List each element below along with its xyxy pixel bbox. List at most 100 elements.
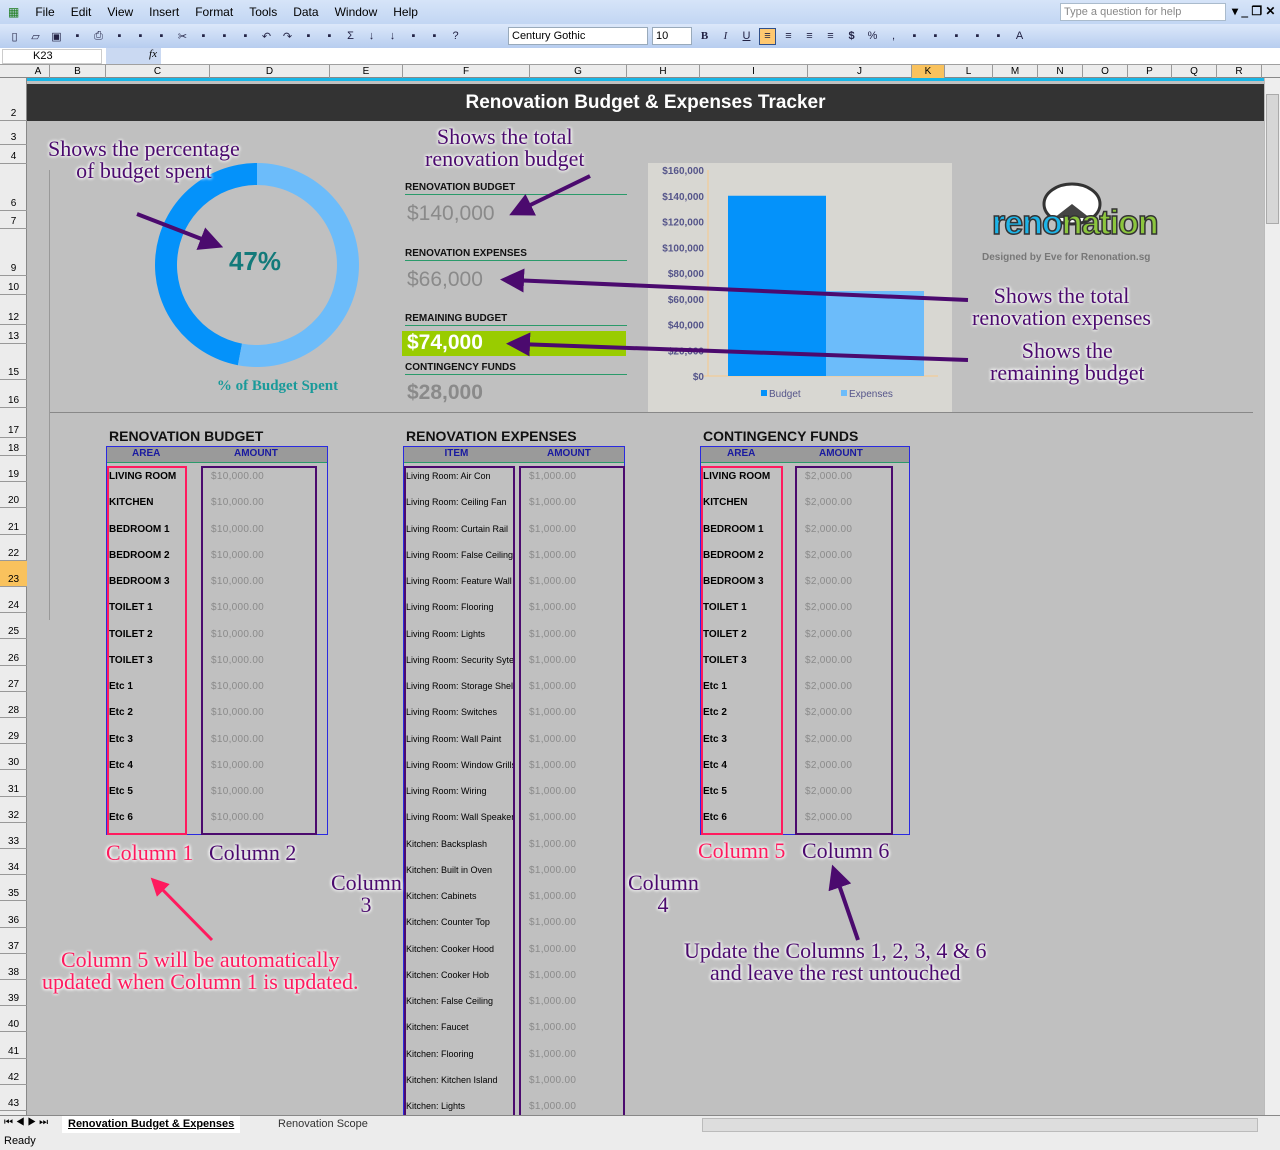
merge-center-icon[interactable]: ≡ [827,30,834,42]
expenses_table-cell-name[interactable]: Living Room: Air Con [406,471,491,481]
expenses_table-cell-amount[interactable]: $1,000.00 [529,1101,577,1112]
column-header-E[interactable]: E [330,65,403,78]
underline-button[interactable]: U [742,30,751,42]
print-icon[interactable]: ⎙ [94,29,103,42]
expenses_table-cell-amount[interactable]: $1,000.00 [529,759,577,771]
budget_table-cell-name[interactable]: BEDROOM 3 [109,576,170,587]
row-header-29[interactable]: 29 [0,718,27,745]
budget_table-cell-name[interactable]: Etc 5 [109,786,133,797]
expenses_table-cell-amount[interactable]: $1,000.00 [529,943,577,955]
budget_table-cell-name[interactable]: BEDROOM 2 [109,549,170,561]
contingency_table-cell-name[interactable]: Etc 2 [703,707,727,719]
contingency_table-cell-amount[interactable]: $2,000.00 [805,497,853,509]
column-header-K[interactable]: K [912,65,945,78]
budget_table-cell-amount[interactable]: $10,000.00 [211,733,265,745]
contingency_table-cell-amount[interactable]: $2,000.00 [805,681,853,692]
row-header-3[interactable]: 3 [0,121,27,145]
contingency_table-cell-name[interactable]: TOILET 3 [703,654,747,666]
budget_table-cell-name[interactable]: Etc 2 [109,707,133,719]
row-header-12[interactable]: 12 [0,295,27,325]
help-icon[interactable]: ? [452,30,459,42]
budget_table-cell-name[interactable]: BEDROOM 1 [109,523,170,535]
expenses_table-cell-name[interactable]: Kitchen: Cabinets [406,891,477,901]
expenses_table-cell-name[interactable]: Living Room: Lights [406,628,486,639]
expenses_table-cell-name[interactable]: Living Room: Curtain Rail [406,523,509,534]
expenses_table-cell-name[interactable]: Living Room: Wall Paint [406,733,502,744]
expenses_table-cell-name[interactable]: Living Room: Window Grills [406,759,513,770]
borders-icon[interactable]: ▪ [975,30,980,42]
expenses_table-cell-name[interactable]: Kitchen: Built in Oven [406,864,493,875]
expenses_table-cell-amount[interactable]: $1,000.00 [529,838,577,850]
budget_table-cell-name[interactable]: Etc 1 [109,681,133,692]
row-header-41[interactable]: 41 [0,1032,27,1059]
contingency_table-cell-name[interactable]: LIVING ROOM [703,471,771,482]
expenses_table-cell-name[interactable]: Living Room: False Ceiling [406,549,513,560]
budget_table-cell-amount[interactable]: $10,000.00 [211,628,265,640]
expenses_table-cell-amount[interactable]: $1,000.00 [529,917,577,929]
column-header-B[interactable]: B [50,65,106,78]
fx-icon[interactable]: fx [106,48,161,64]
row-header-28[interactable]: 28 [0,692,27,718]
menu-tools[interactable]: Tools [249,5,278,19]
row-header-22[interactable]: 22 [0,535,27,561]
budget_table-cell-name[interactable]: LIVING ROOM [109,471,177,482]
expenses_table-cell-name[interactable]: Kitchen: Lights [406,1101,466,1111]
expenses_table-cell-amount[interactable]: $1,000.00 [529,891,577,902]
menu-window[interactable]: Window [334,5,378,19]
row-header-33[interactable]: 33 [0,823,27,849]
row-header-6[interactable]: 6 [0,164,27,211]
budget_table-cell-name[interactable]: Etc 3 [109,733,133,745]
row-header-19[interactable]: 19 [0,456,27,483]
font-select[interactable]: Century Gothic [508,27,648,45]
contingency_table-cell-name[interactable]: Etc 6 [703,812,727,824]
contingency_table-cell-amount[interactable]: $2,000.00 [805,471,853,482]
expenses_table-cell-amount[interactable]: $1,000.00 [529,1022,577,1034]
contingency_table-cell-name[interactable]: TOILET 1 [703,602,747,614]
new-icon[interactable]: ▯ [11,30,18,43]
expenses_table-cell-amount[interactable]: $1,000.00 [529,549,577,561]
drawing-tools-icon[interactable]: ▪ [432,30,437,42]
expenses_table-cell-name[interactable]: Kitchen: False Ceiling [406,996,494,1006]
italic-button[interactable]: I [723,30,728,42]
column-header-P[interactable]: P [1128,65,1172,78]
column-header-A[interactable]: A [27,65,50,78]
contingency_table-cell-amount[interactable]: $2,000.00 [805,654,853,666]
budget_table-cell-amount[interactable]: $10,000.00 [211,471,265,482]
save-icon[interactable]: ▣ [51,30,62,43]
contingency_table-cell-name[interactable]: Etc 1 [703,681,727,692]
budget_table-cell-amount[interactable]: $10,000.00 [211,681,265,692]
menu-edit[interactable]: Edit [70,5,92,19]
contingency_table-cell-amount[interactable]: $2,000.00 [805,759,853,771]
contingency_table-cell-name[interactable]: Etc 4 [703,759,727,771]
drawing-icon[interactable]: ▪ [306,30,311,42]
budget_table-cell-name[interactable]: Etc 4 [109,759,133,771]
row-header-36[interactable]: 36 [0,901,27,928]
budget_table-cell-amount[interactable]: $10,000.00 [211,812,265,824]
expenses_table-cell-name[interactable]: Kitchen: Cooker Hob [406,969,490,980]
menu-file[interactable]: File [35,5,55,19]
excel-icon[interactable]: ▦ [8,5,20,19]
menu-help[interactable]: Help [393,5,418,19]
row-header-13[interactable]: 13 [0,325,27,344]
expenses_table-cell-name[interactable]: Living Room: Security Sytem [406,654,513,665]
column-header-Q[interactable]: Q [1172,65,1217,78]
percent-button[interactable]: % [867,30,878,42]
undo-icon[interactable]: ↶ [261,30,272,43]
budget_table-cell-amount[interactable]: $10,000.00 [211,786,265,797]
contingency_table-cell-amount[interactable]: $2,000.00 [805,786,853,797]
expenses_table-cell-name[interactable]: Living Room: Storage Shelves [406,681,513,691]
name-box[interactable]: K23 [2,49,102,64]
vertical-scrollbar[interactable] [1264,78,1280,1115]
expenses_table-cell-amount[interactable]: $1,000.00 [529,786,577,797]
formula-input[interactable] [162,49,1272,64]
contingency_table-cell-amount[interactable]: $2,000.00 [805,812,853,824]
budget_table-cell-name[interactable]: KITCHEN [109,497,154,509]
column-header-M[interactable]: M [993,65,1038,78]
spelling-icon[interactable]: ▪ [138,30,143,42]
contingency_table-cell-amount[interactable]: $2,000.00 [805,549,853,561]
row-header-35[interactable]: 35 [0,875,27,902]
window-controls[interactable]: ▾ ‗ ❐ ✕ [1232,4,1276,18]
budget_table-cell-name[interactable]: TOILET 2 [109,628,153,640]
row-header-4[interactable]: 4 [0,145,27,164]
row-header-30[interactable]: 30 [0,744,27,771]
